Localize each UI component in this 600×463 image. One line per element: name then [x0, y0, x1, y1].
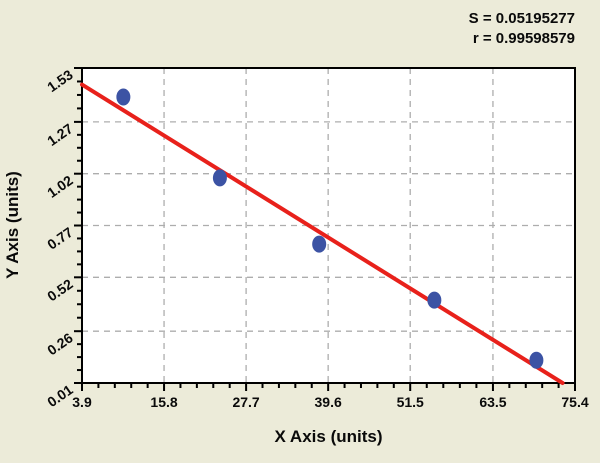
- x-tick-label: 63.5: [479, 394, 506, 410]
- data-point: [529, 351, 544, 369]
- x-tick-label: 15.8: [150, 394, 177, 410]
- x-axis-title: X Axis (units): [274, 427, 383, 446]
- y-tick-label: 1.27: [44, 120, 76, 149]
- y-tick-label: 0.52: [44, 276, 76, 305]
- y-axis-title: Y Axis (units): [3, 171, 22, 279]
- x-tick-label: 51.5: [397, 394, 424, 410]
- stat-s-value: S = 0.05195277: [468, 10, 575, 27]
- data-point: [212, 169, 227, 187]
- fit-line: [80, 82, 565, 385]
- stat-r-value: r = 0.99598579: [472, 30, 575, 47]
- x-tick-label: 39.6: [315, 394, 342, 410]
- y-tick-label: 0.77: [44, 224, 76, 253]
- plot-frame: [81, 67, 576, 384]
- data-point: [312, 235, 327, 253]
- data-point: [116, 88, 131, 106]
- y-tick-label: 1.53: [44, 66, 76, 95]
- y-tick-label: 0.01: [44, 381, 76, 410]
- y-tick-label: 1.02: [44, 172, 76, 201]
- y-tick-label: 0.26: [44, 329, 76, 358]
- x-tick-label: 3.9: [72, 394, 92, 410]
- x-tick-label: 75.4: [561, 394, 588, 410]
- x-tick-label: 27.7: [232, 394, 259, 410]
- fit-statistics: S = 0.05195277 r = 0.99598579: [469, 9, 575, 49]
- data-point: [427, 291, 442, 309]
